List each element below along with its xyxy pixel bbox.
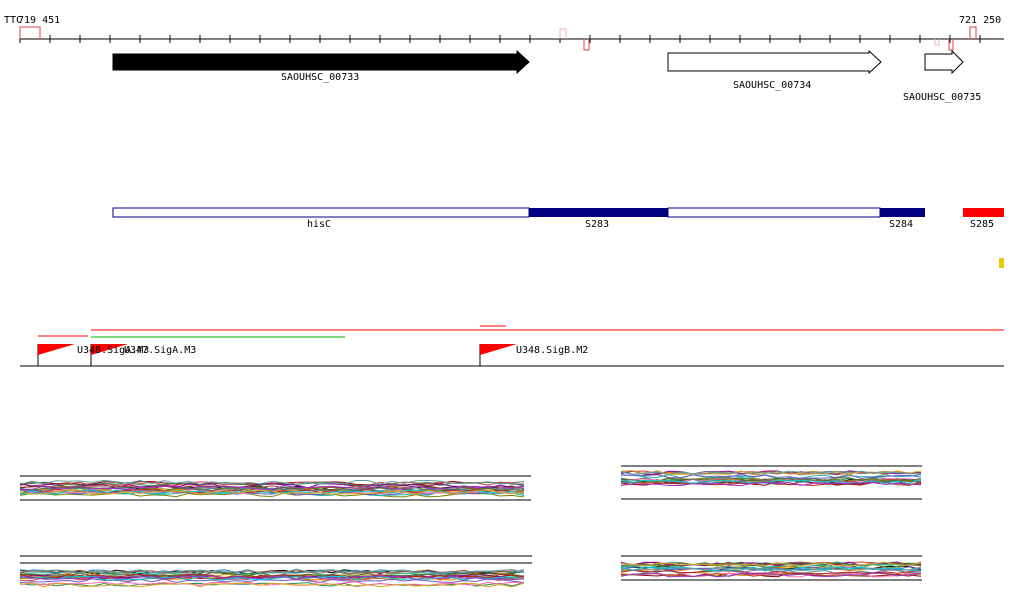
gene-label-saouhsc-00735: SAOUHSC_00735	[903, 92, 982, 103]
segment-label-hisc: hisC	[307, 219, 332, 230]
segment-track	[112, 207, 1004, 218]
profile-line	[19, 489, 525, 495]
gene-label-saouhsc-00733: SAOUHSC_00733	[281, 72, 360, 83]
promoter-label-3: U348.SigB.M2	[516, 345, 589, 356]
gene-label-saouhsc-00734: SAOUHSC_00734	[733, 80, 812, 91]
profile-line	[620, 477, 922, 483]
promoter-track	[20, 325, 1004, 367]
profile-panel-top-left	[19, 475, 531, 501]
profile-line	[19, 479, 525, 485]
profile-line	[19, 573, 525, 579]
yellow-marker	[999, 258, 1004, 268]
expression-profiles	[19, 465, 922, 588]
profile-line	[621, 473, 922, 480]
profile-line	[19, 575, 525, 581]
ruler-left-label: TTC	[4, 15, 23, 26]
ruler-start-coord: 719 451	[18, 15, 61, 26]
segment-s283[interactable]	[529, 208, 668, 217]
profile-line	[19, 485, 525, 490]
profile-line	[620, 479, 922, 484]
profile-line	[620, 481, 922, 487]
segment-label-s285: S285	[970, 219, 995, 230]
profile-line	[620, 470, 922, 476]
gene-arrow-saouhsc-00735[interactable]	[924, 49, 964, 75]
ruler-red-marks	[19, 26, 977, 51]
profile-line	[620, 561, 922, 567]
ruler-ticks	[19, 35, 981, 43]
profile-panel-bottom-right	[620, 555, 922, 581]
promoter-flag-1[interactable]	[37, 344, 75, 366]
coordinate-ruler	[19, 26, 1004, 51]
profile-line	[620, 563, 922, 569]
profile-line	[19, 485, 525, 491]
profile-line	[620, 572, 922, 578]
profile-panel-bottom-left	[19, 555, 532, 588]
profile-line	[19, 575, 525, 581]
profile-line	[19, 582, 525, 588]
segment-s285[interactable]	[963, 208, 1004, 217]
segment-s284[interactable]	[880, 208, 925, 217]
segment-label-s283: S283	[585, 219, 610, 230]
ruler-end-coord: 721 250	[959, 15, 1002, 26]
profile-panel-top-right	[620, 465, 922, 500]
promoter-label-2: U347.SigA.M3	[124, 345, 197, 356]
segment-gap	[667, 207, 881, 218]
profile-line	[620, 566, 922, 572]
profile-line	[19, 483, 525, 489]
promoter-label-1: U348.SigA.M3	[77, 345, 150, 356]
segment-hisc[interactable]	[112, 207, 530, 218]
gene-arrow-saouhsc-00733[interactable]	[112, 49, 530, 75]
promoter-flag-3[interactable]	[479, 344, 517, 366]
segment-label-s284: S284	[889, 219, 914, 230]
profile-line	[19, 568, 525, 574]
profile-line	[19, 492, 525, 498]
gene-track	[112, 49, 964, 75]
gene-arrow-saouhsc-00734[interactable]	[667, 49, 882, 75]
profile-line	[19, 581, 525, 586]
promoter-flag-2[interactable]	[90, 344, 128, 366]
